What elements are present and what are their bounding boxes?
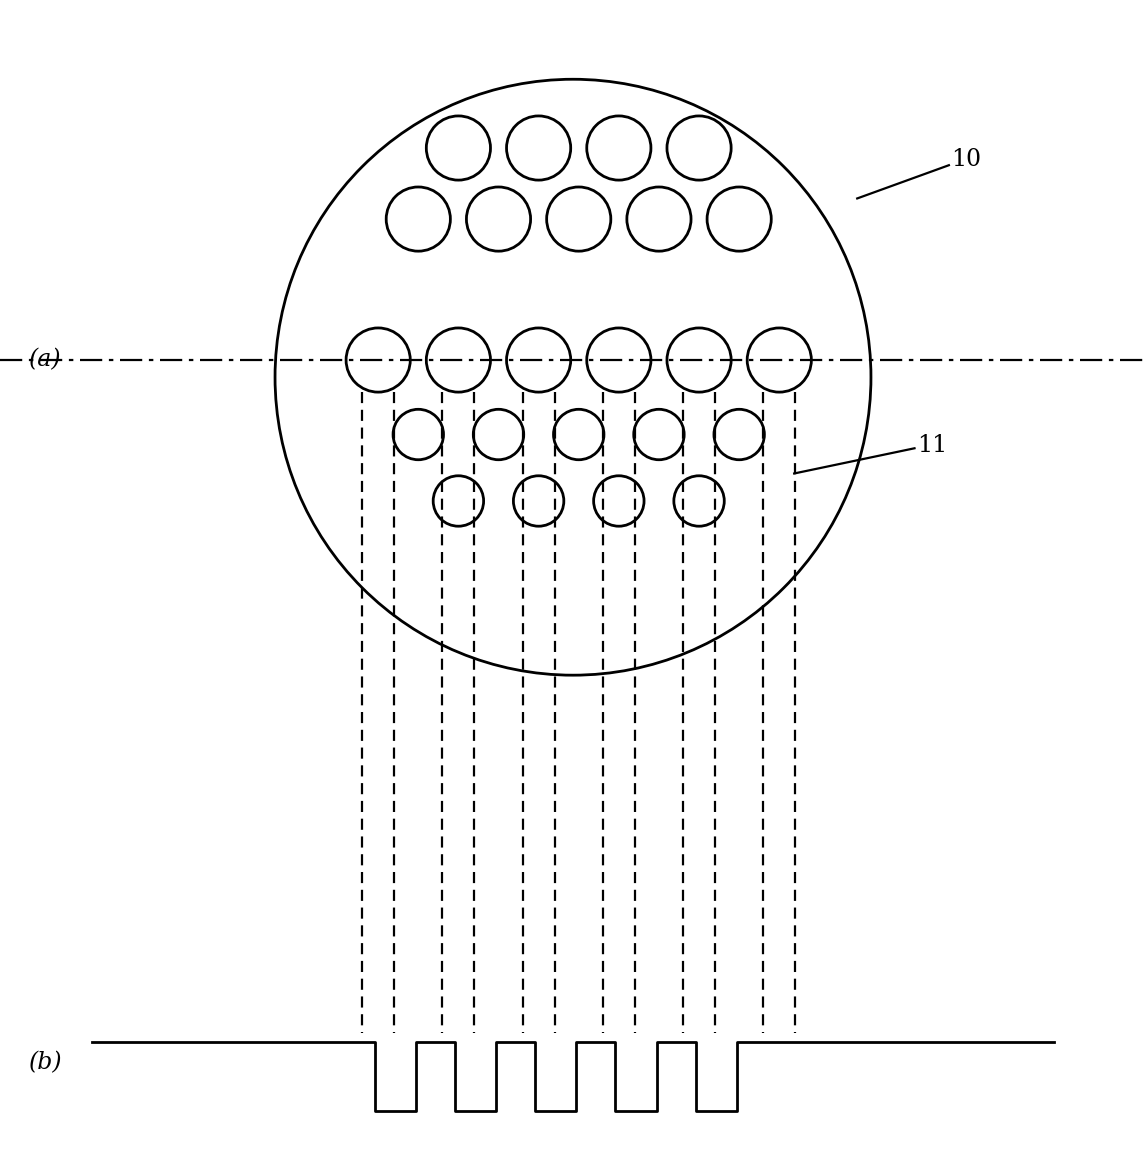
Text: (a): (a) [29, 349, 61, 371]
Text: (b): (b) [29, 1051, 62, 1074]
Text: 10: 10 [951, 148, 981, 172]
Text: 11: 11 [917, 434, 947, 457]
